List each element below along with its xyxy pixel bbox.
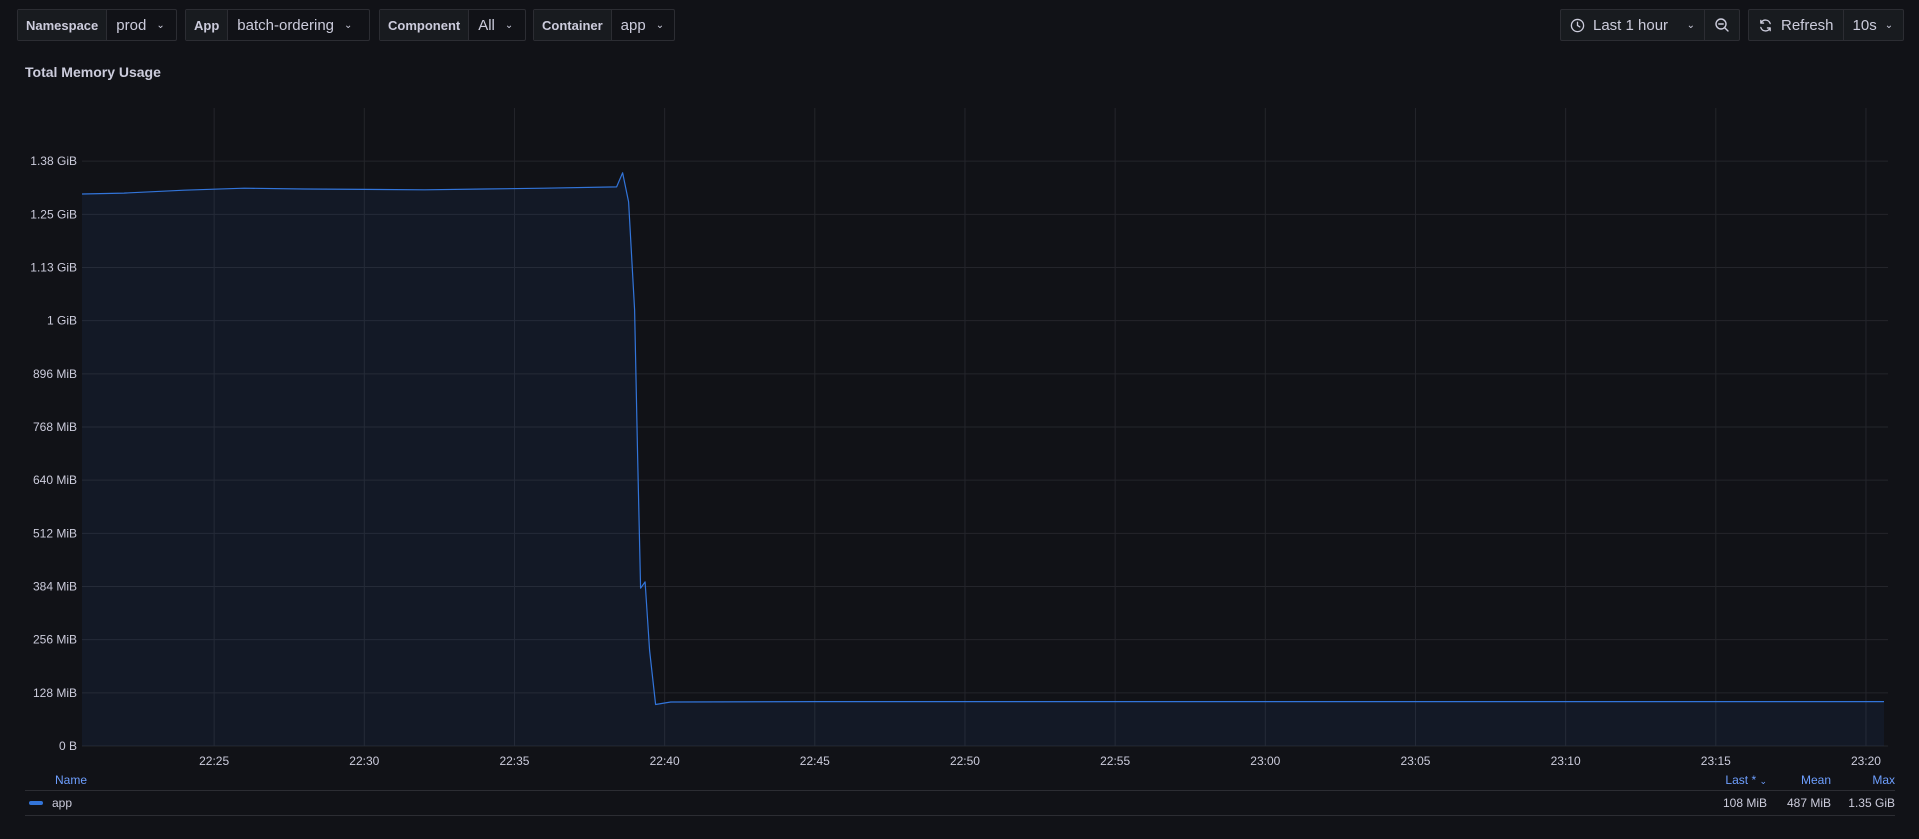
x-tick-label: 22:25 — [199, 754, 229, 768]
component-select[interactable]: All ⌄ — [469, 10, 523, 40]
app-select[interactable]: batch-ordering ⌄ — [228, 10, 362, 40]
x-tick-label: 23:00 — [1250, 754, 1280, 768]
legend-header-mean[interactable]: Mean — [1800, 773, 1831, 787]
series-area-app — [82, 172, 1884, 747]
app-variable[interactable]: App batch-ordering ⌄ — [185, 9, 370, 41]
legend-max-value: 1.35 GiB — [1848, 796, 1895, 810]
legend-header: Name Last * ⌄ Mean Max — [25, 770, 1895, 791]
dashboard-toolbar: Namespace prod ⌄ App batch-ordering ⌄ Comp… — [17, 9, 1904, 41]
zoom-out-button[interactable] — [1704, 10, 1739, 40]
namespace-variable[interactable]: Namespace prod ⌄ — [17, 9, 177, 41]
refresh-label: Refresh — [1781, 16, 1834, 34]
x-tick-label: 23:10 — [1551, 754, 1581, 768]
y-tick-label: 384 MiB — [33, 580, 77, 594]
x-tick-label: 22:55 — [1100, 754, 1130, 768]
y-tick-label: 640 MiB — [33, 473, 77, 487]
y-tick-label: 768 MiB — [33, 420, 77, 434]
sync-icon — [1760, 18, 1771, 32]
memory-usage-chart[interactable]: 0 B 128 MiB 256 MiB 384 MiB 512 MiB 640 MiB 76… — [0, 0, 1919, 770]
y-tick-label: 1.13 GiB — [30, 261, 77, 275]
namespace-select[interactable]: prod ⌄ — [107, 10, 174, 40]
refresh-interval-value: 10s — [1852, 16, 1877, 34]
component-label: Component — [380, 10, 470, 40]
chevron-down-icon: ⌄ — [655, 19, 665, 31]
legend-header-max[interactable]: Max — [1872, 773, 1895, 787]
y-tick-label: 256 MiB — [33, 633, 77, 647]
chevron-down-icon: ⌄ — [1686, 19, 1695, 31]
y-tick-label: 0 B — [59, 739, 77, 753]
y-tick-label: 1.25 GiB — [30, 207, 77, 221]
chevron-down-icon: ⌄ — [1884, 19, 1894, 31]
x-tick-label: 23:20 — [1851, 754, 1881, 768]
legend-table: Name Last * ⌄ Mean Max app 108 MiB 487 M… — [25, 770, 1895, 816]
y-tick-label: 896 MiB — [33, 367, 77, 381]
time-range-button[interactable]: Last 1 hour ⌄ — [1561, 10, 1704, 40]
legend-last-value: 108 MiB — [1722, 796, 1767, 810]
refresh-interval-select[interactable]: 10s ⌄ — [1842, 10, 1903, 40]
y-tick-label: 1 GiB — [47, 314, 77, 328]
time-range-picker[interactable]: Last 1 hour ⌄ — [1560, 9, 1740, 41]
x-tick-label: 22:45 — [800, 754, 830, 768]
panel-title: Total Memory Usage — [25, 64, 161, 80]
zoom-out-icon — [1715, 18, 1729, 32]
legend-series-name: app — [52, 796, 73, 810]
y-tick-label: 512 MiB — [33, 526, 77, 540]
chevron-down-icon: ⌄ — [344, 19, 353, 31]
x-tick-label: 22:40 — [650, 754, 680, 768]
container-variable[interactable]: Container app ⌄ — [533, 9, 675, 41]
chevron-down-icon: ⌄ — [156, 19, 165, 31]
series-color-swatch — [29, 801, 43, 805]
container-select[interactable]: app ⌄ — [611, 10, 674, 40]
x-tick-label: 22:30 — [349, 754, 379, 768]
refresh-picker[interactable]: Refresh 10s ⌄ — [1748, 9, 1904, 41]
namespace-label: Namespace — [18, 10, 108, 40]
container-label: Container — [534, 10, 612, 40]
component-variable[interactable]: Component All ⌄ — [379, 9, 526, 41]
chevron-down-icon: ⌄ — [504, 19, 514, 31]
refresh-button[interactable]: Refresh — [1749, 10, 1843, 40]
x-tick-label: 22:50 — [950, 754, 980, 768]
x-tick-label: 23:15 — [1701, 754, 1731, 768]
x-tick-label: 22:35 — [499, 754, 529, 768]
time-range-label: Last 1 hour — [1593, 16, 1669, 34]
y-tick-label: 128 MiB — [33, 686, 77, 700]
series-line-app — [81, 172, 1884, 706]
x-tick-label: 23:05 — [1400, 754, 1430, 768]
legend-row[interactable]: app 108 MiB 487 MiB 1.35 GiB — [25, 791, 1895, 816]
legend-header-last[interactable]: Last * ⌄ — [1725, 773, 1767, 787]
legend-header-name[interactable]: Name — [55, 773, 88, 787]
clock-icon — [1570, 18, 1585, 32]
app-label: App — [186, 10, 229, 40]
legend-mean-value: 487 MiB — [1786, 796, 1831, 810]
y-tick-label: 1.38 GiB — [30, 154, 77, 168]
chevron-down-icon: ⌄ — [1759, 776, 1767, 786]
